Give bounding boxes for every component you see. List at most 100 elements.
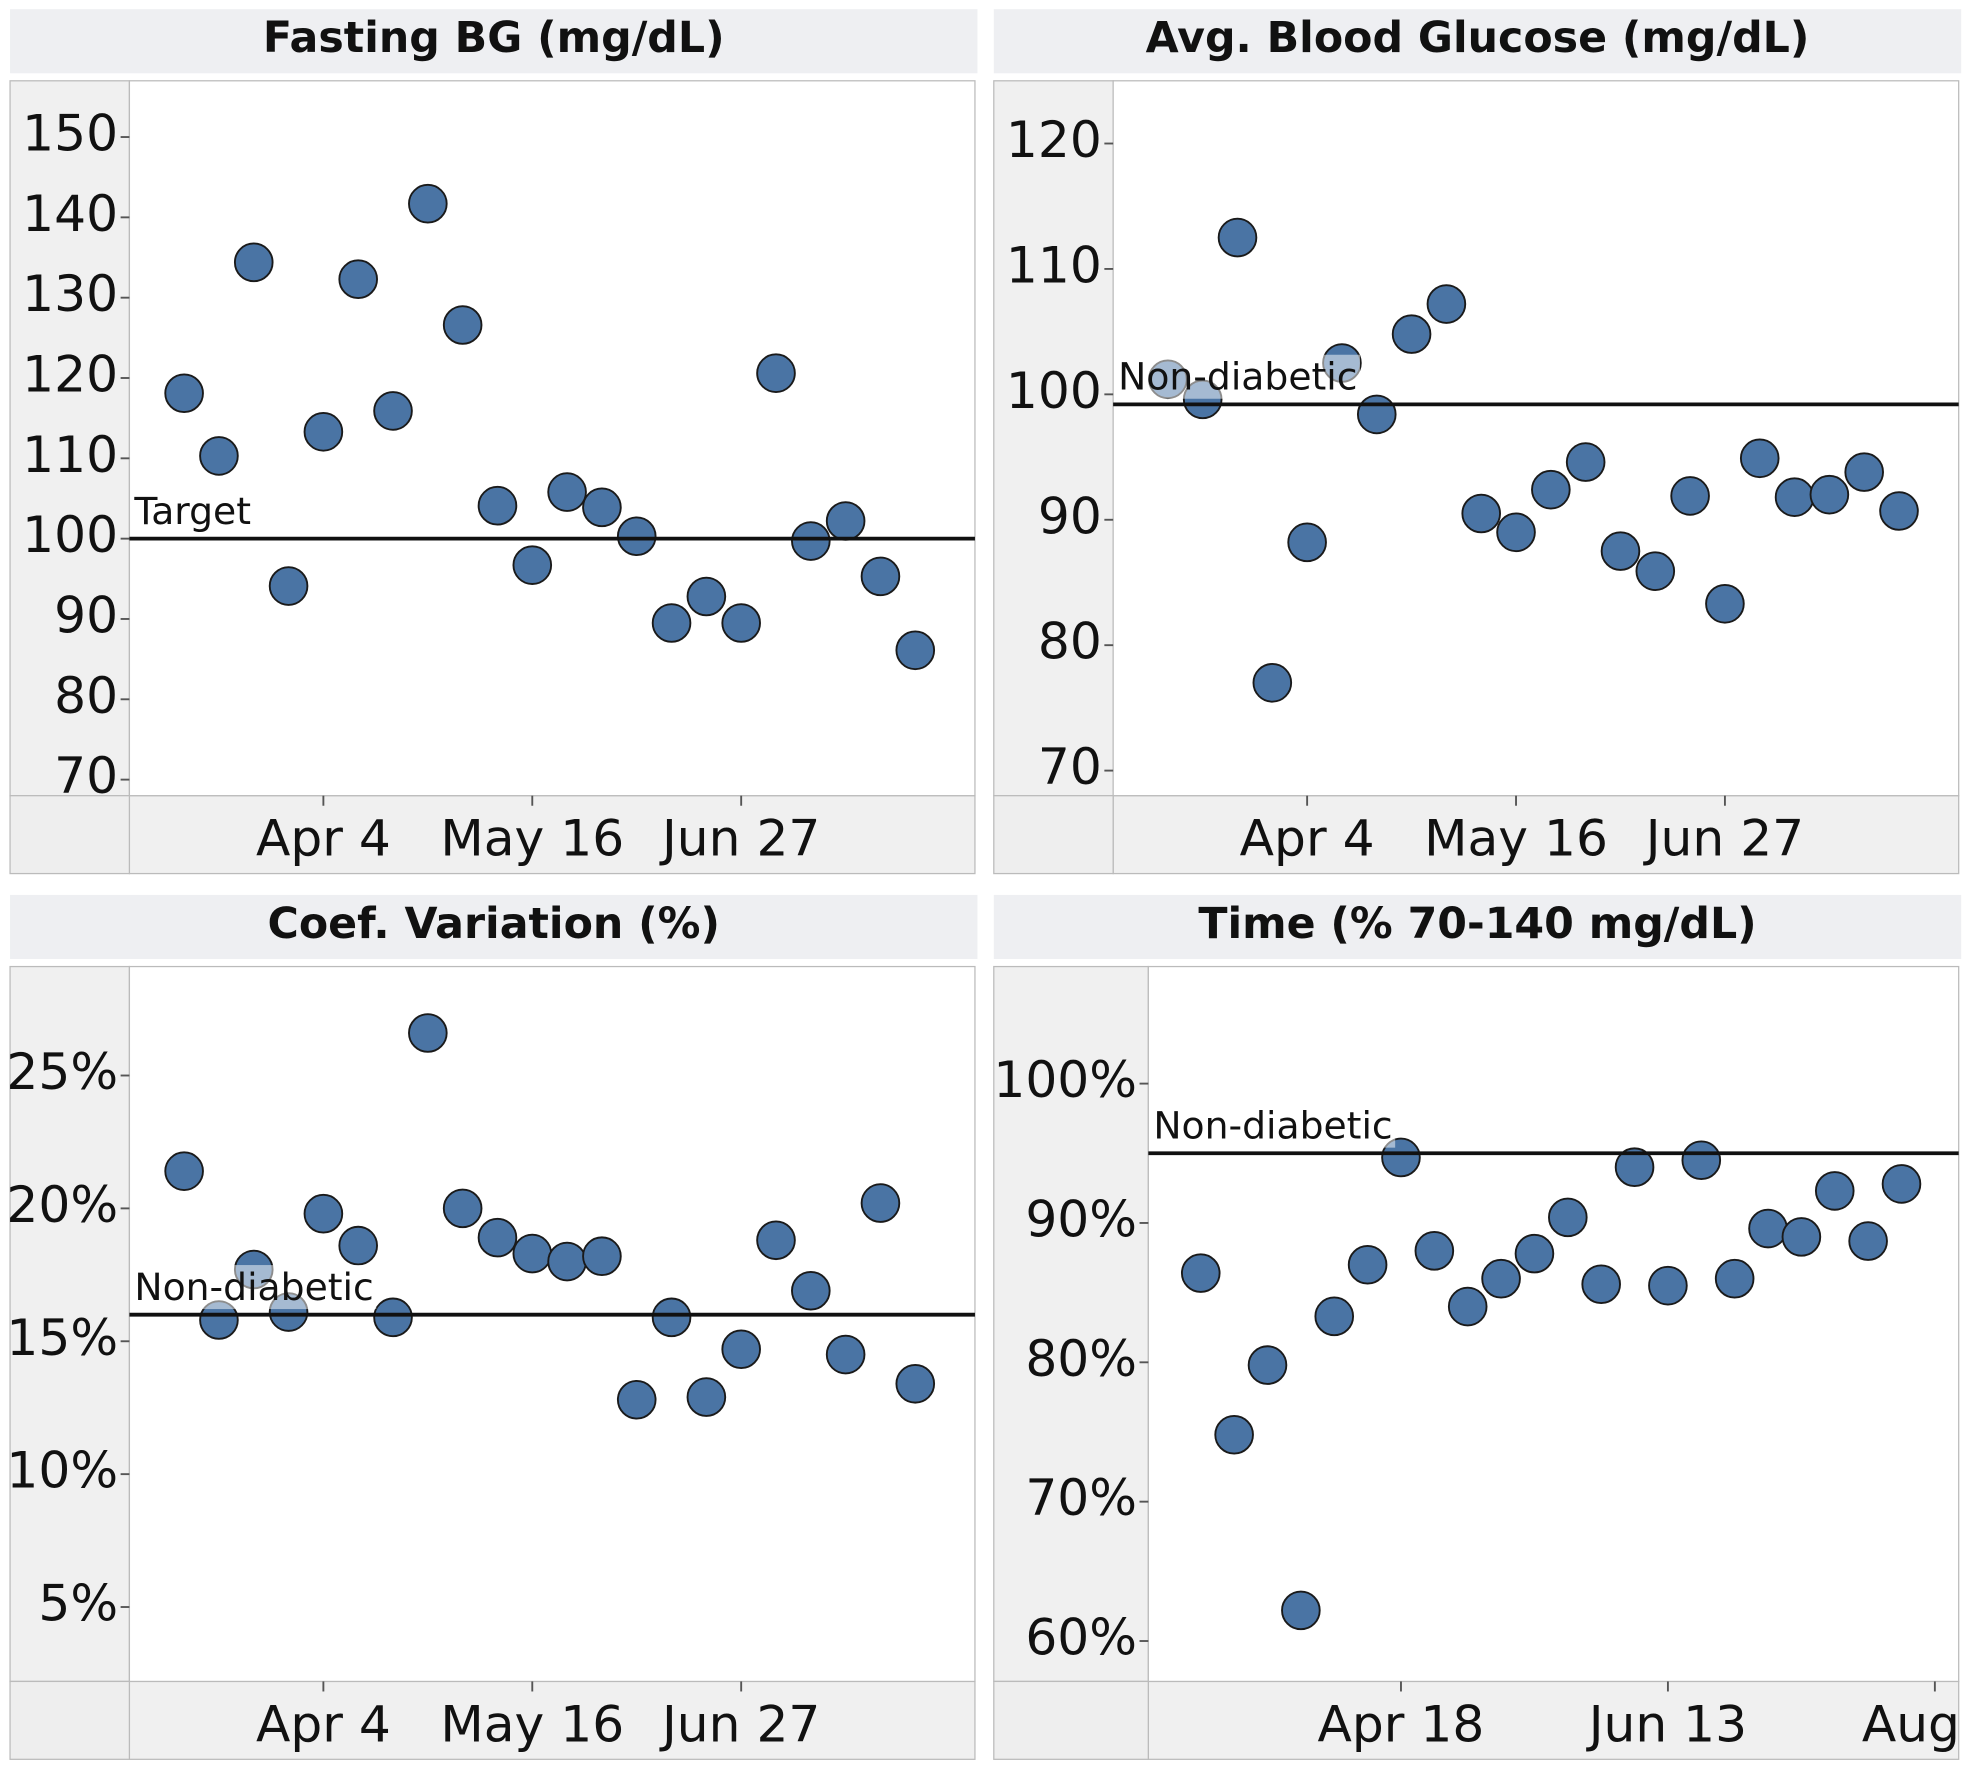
corner	[993, 795, 1114, 875]
y-axis-area	[9, 80, 131, 797]
data-point	[442, 1188, 483, 1229]
data-point	[1481, 1258, 1521, 1299]
y-tick-label: 60%	[1025, 1608, 1137, 1667]
data-point	[1581, 1264, 1621, 1305]
title-bar	[10, 894, 978, 960]
y-tick-label: 120	[1006, 110, 1102, 169]
reference-label-bg	[130, 489, 254, 534]
data-point	[1381, 1137, 1421, 1178]
data-point	[199, 436, 239, 476]
data-point	[1214, 1414, 1254, 1455]
data-point	[373, 391, 413, 431]
corner	[9, 795, 131, 875]
data-point	[233, 242, 274, 283]
y-tick-label: 140	[22, 184, 118, 243]
data-point	[1314, 1296, 1355, 1337]
data-point	[408, 183, 448, 224]
data-point	[582, 487, 622, 528]
x-tick-label: Jun 27	[659, 1694, 820, 1753]
chart-title: Time (% 70-140 mg/dL)	[1198, 899, 1756, 949]
data-point	[582, 1236, 622, 1277]
data-point	[512, 545, 553, 585]
data-point	[1614, 1147, 1655, 1188]
data-point	[1447, 1286, 1488, 1327]
y-tick-label: 110	[22, 425, 118, 484]
data-point	[442, 305, 483, 345]
data-point	[616, 516, 657, 557]
data-point	[268, 566, 309, 606]
data-point	[1881, 1164, 1922, 1204]
data-point	[1844, 452, 1884, 492]
data-point	[373, 1297, 413, 1338]
title-bar	[10, 9, 978, 74]
y-tick-label: 15%	[6, 1308, 118, 1367]
chart-title: Fasting BG (mg/dL)	[263, 13, 725, 63]
data-point	[1281, 1590, 1321, 1631]
data-point	[791, 521, 831, 561]
reference-label: Non-diabetic	[134, 1265, 373, 1309]
y-tick-label: 90	[54, 585, 118, 644]
data-point	[547, 1241, 587, 1282]
data-point	[1705, 584, 1745, 624]
x-axis-area	[1147, 1680, 1960, 1760]
data-point	[1426, 284, 1467, 324]
data-point	[825, 501, 866, 541]
chart-title: Avg. Blood Glucose (mg/dL)	[1146, 13, 1810, 63]
y-tick-label: 80	[54, 666, 118, 725]
data-point	[860, 1183, 901, 1223]
data-point	[338, 259, 378, 299]
y-tick-label: 70	[54, 746, 118, 805]
data-point	[303, 1193, 344, 1234]
data-point	[1648, 1265, 1688, 1306]
x-tick-label: Apr 4	[256, 809, 391, 868]
y-tick-label: 100	[22, 505, 118, 564]
y-axis-area	[9, 965, 131, 1683]
data-point	[338, 1225, 378, 1266]
data-point	[721, 1329, 761, 1370]
data-point	[895, 630, 936, 671]
x-tick-label: Aug 8	[1862, 1694, 1970, 1753]
reference-label-bg	[1150, 1103, 1396, 1148]
data-point	[1600, 531, 1641, 571]
data-point	[791, 1270, 831, 1311]
data-point	[825, 1334, 866, 1375]
y-axis-area	[993, 965, 1149, 1683]
data-point	[1287, 522, 1327, 563]
y-tick-label: 120	[22, 344, 118, 403]
data-point	[616, 1379, 657, 1420]
data-point	[860, 556, 901, 597]
plot-area	[128, 80, 976, 797]
y-axis-area	[993, 80, 1114, 797]
data-point	[1879, 491, 1919, 531]
plot-area	[1147, 965, 1960, 1683]
y-tick-label: 130	[22, 264, 118, 323]
data-point	[756, 1220, 796, 1261]
x-tick-label: Jun 13	[1586, 1694, 1747, 1753]
data-point	[1814, 1171, 1855, 1211]
data-point	[1531, 469, 1571, 510]
data-point	[1774, 477, 1815, 517]
data-point	[1681, 1140, 1722, 1181]
data-point	[1781, 1217, 1822, 1257]
y-tick-label: 5%	[38, 1574, 118, 1633]
y-tick-label: 150	[22, 104, 118, 163]
data-point	[164, 1151, 204, 1191]
plot-area	[1112, 80, 1960, 797]
chart-title: Coef. Variation (%)	[268, 899, 721, 949]
y-tick-label: 20%	[6, 1175, 118, 1234]
data-point	[1635, 551, 1676, 591]
data-point	[512, 1233, 553, 1274]
y-tick-label: 110	[1006, 235, 1102, 294]
x-tick-label: Apr 4	[1240, 809, 1375, 868]
data-point	[164, 373, 204, 414]
y-tick-label: 10%	[6, 1441, 118, 1500]
x-tick-label: Apr 4	[256, 1694, 391, 1753]
x-tick-label: Jun 27	[1643, 809, 1804, 868]
y-tick-label: 25%	[6, 1042, 118, 1101]
data-point	[1514, 1233, 1555, 1274]
data-point	[686, 576, 727, 617]
data-point	[1391, 314, 1432, 354]
data-point	[1548, 1197, 1588, 1238]
